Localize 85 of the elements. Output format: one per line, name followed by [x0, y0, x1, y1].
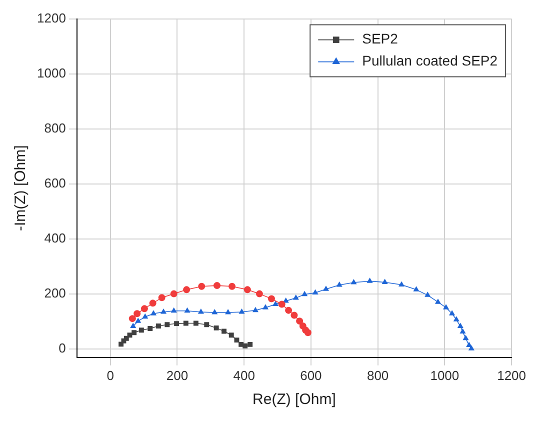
point [453, 316, 460, 322]
point [142, 313, 148, 319]
point [149, 300, 156, 307]
point [413, 286, 420, 292]
point [170, 290, 178, 298]
point [222, 328, 226, 334]
point [312, 289, 318, 294]
point [238, 308, 245, 314]
x-tick-label: 0 [106, 368, 114, 383]
point [140, 305, 148, 312]
point [150, 310, 157, 316]
point [134, 310, 141, 318]
point [242, 343, 248, 348]
point [164, 322, 170, 328]
point [148, 326, 153, 331]
point [468, 345, 474, 350]
point [262, 304, 269, 310]
point [462, 334, 469, 340]
point [184, 307, 190, 313]
point [278, 300, 286, 308]
point [160, 308, 167, 314]
point [322, 286, 330, 291]
x-tick-label: 600 [300, 368, 322, 383]
point [424, 292, 431, 297]
point [228, 282, 236, 290]
point [350, 279, 357, 284]
point [336, 282, 342, 287]
point [290, 312, 298, 319]
x-tick-label: 1000 [430, 368, 460, 383]
point [193, 320, 198, 326]
point [292, 294, 299, 300]
point [174, 321, 180, 326]
point [460, 328, 466, 334]
y-tick-label: 800 [44, 120, 66, 136]
point [183, 320, 188, 326]
x-tick-label: 400 [233, 368, 255, 383]
point [225, 309, 232, 314]
x-tick-label: 200 [166, 368, 188, 383]
point [434, 298, 442, 304]
x-axis-title: Re(Z) [Ohm] [252, 391, 336, 408]
x-tick-label: 1200 [497, 368, 526, 383]
y-axis-title: -Im(Z) [Ohm] [12, 145, 30, 232]
point [198, 282, 206, 290]
point [256, 290, 263, 298]
point [214, 325, 219, 330]
point [366, 278, 373, 283]
point [228, 332, 234, 338]
point [285, 306, 292, 314]
y-tick-label: 400 [44, 230, 66, 246]
point [124, 336, 129, 341]
point [304, 329, 312, 336]
point [382, 278, 388, 284]
point [132, 330, 137, 336]
point [252, 306, 258, 312]
point [138, 328, 144, 333]
point [135, 318, 142, 323]
point [130, 322, 136, 328]
y-tick-label: 0 [58, 340, 66, 356]
point [268, 295, 275, 302]
point [302, 290, 308, 296]
x-tick-label: 800 [366, 368, 389, 383]
point [248, 342, 253, 347]
point [204, 322, 210, 328]
point [170, 307, 177, 313]
point [212, 309, 218, 314]
point [183, 286, 190, 294]
point [198, 308, 204, 314]
y-tick-label: 1000 [37, 65, 66, 80]
point [449, 310, 456, 316]
y-tick-label: 1200 [37, 10, 66, 26]
point [296, 318, 304, 325]
point [244, 286, 251, 294]
point [214, 282, 220, 290]
point [158, 294, 166, 302]
point [128, 315, 136, 322]
point [234, 338, 240, 343]
y-tick-label: 600 [44, 176, 66, 191]
y-tick-label: 200 [44, 286, 66, 301]
point [442, 304, 450, 310]
legend-label: SEP2 [362, 30, 398, 47]
point [398, 281, 405, 286]
point [457, 322, 464, 328]
point [156, 324, 161, 328]
point [272, 300, 279, 306]
legend-label: Pullulan coated SEP2 [362, 52, 498, 69]
